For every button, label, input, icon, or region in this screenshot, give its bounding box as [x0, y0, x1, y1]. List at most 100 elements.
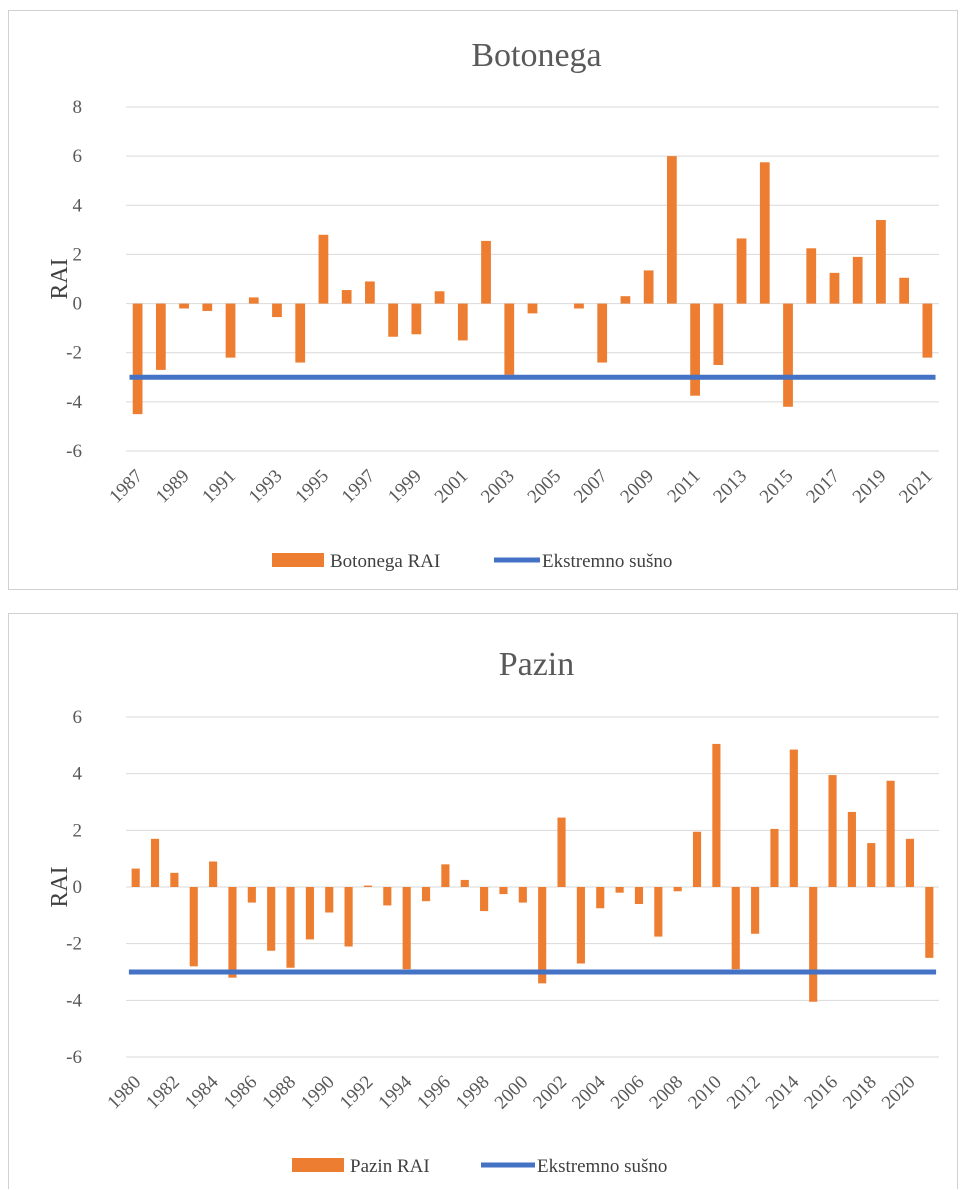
x-tick-label: 2020	[878, 1072, 920, 1114]
chart-title: Botonega	[471, 37, 601, 74]
x-tick-label: 1997	[338, 466, 380, 508]
x-tick-label: 2010	[684, 1072, 726, 1114]
bar-1991	[225, 303, 236, 358]
bar-2020	[899, 277, 910, 304]
bar-2019	[886, 780, 895, 887]
bar-2014	[789, 749, 798, 887]
bar-1993	[272, 303, 282, 318]
y-tick-label: -2	[66, 934, 82, 955]
x-tick-label: 1991	[198, 466, 240, 508]
x-tick-label: 1996	[413, 1072, 455, 1114]
y-tick-label: 6	[73, 707, 83, 728]
bar-1983	[189, 887, 198, 967]
x-tick-label: 1993	[245, 466, 287, 508]
x-tick-label: 1988	[258, 1072, 300, 1114]
bar-1993	[383, 887, 392, 906]
bar-2013	[736, 238, 747, 304]
x-tick-label: 2014	[762, 1071, 804, 1113]
y-tick-label: 2	[73, 820, 83, 841]
x-tick-label: 2002	[529, 1072, 571, 1114]
bar-1999	[411, 303, 422, 335]
botonega-chart-panel: Botonega RAI -6 -4 -2 0 2 4 6 8 1987 1989 1991 1993 19…	[8, 10, 958, 590]
bar-2015	[809, 887, 818, 1002]
x-tick-label: 2015	[756, 466, 798, 508]
x-tick-label: 2011	[663, 466, 704, 507]
bar-2009	[643, 270, 654, 304]
x-tick-label: 1994	[374, 1071, 416, 1113]
bar-2017	[847, 811, 856, 887]
bar-2016	[806, 248, 817, 304]
x-tick-label: 1987	[105, 466, 147, 508]
y-tick-label: 4	[73, 764, 83, 785]
bar-2014	[759, 162, 770, 304]
bar-1987	[132, 303, 143, 415]
bar-2007	[654, 887, 663, 937]
bar-1994	[402, 887, 411, 970]
x-tick-label: 2001	[431, 466, 473, 508]
bar-1998	[388, 303, 399, 337]
bar-1990	[202, 303, 213, 311]
bar-2011	[731, 887, 740, 970]
y-tick-label: -4	[66, 990, 82, 1011]
bar-2008	[673, 887, 682, 892]
legend-line-label: Ekstremno sušno	[537, 1156, 667, 1177]
bar-2004	[596, 887, 605, 909]
bar-2001	[538, 887, 547, 984]
legend-bar-label: Pazin RAI	[350, 1156, 430, 1177]
bar-1997	[460, 879, 469, 887]
x-tick-label: 2007	[570, 466, 612, 508]
bar-1998	[480, 887, 489, 912]
bar-1988	[286, 887, 295, 968]
x-tick-label: 2005	[524, 466, 566, 508]
bar-2018	[852, 256, 863, 304]
bar-2013	[770, 828, 779, 887]
x-tick-label: 2009	[616, 466, 658, 508]
bar-2009	[692, 831, 702, 887]
bar-2002	[481, 240, 491, 304]
y-axis-label: RAI	[47, 258, 73, 299]
bar-2010	[712, 743, 721, 887]
x-tick-label: 2000	[491, 1072, 533, 1114]
x-tick-label: 2004	[568, 1071, 610, 1113]
x-tick-label: 2008	[645, 1072, 687, 1114]
pazin-chart-svg: PazinRAI-6-4-202461980198219841986198819…	[47, 646, 939, 1177]
y-tick-label: 0	[73, 877, 83, 898]
bar-1987	[267, 887, 276, 951]
bar-2012	[751, 887, 760, 934]
x-tick-label: 1999	[384, 466, 426, 508]
bar-2008	[620, 296, 631, 304]
bar-2012	[713, 303, 724, 365]
legend-line-label: Ekstremno sušno	[542, 551, 672, 572]
y-tick-label: 6	[73, 146, 83, 167]
bar-1992	[363, 885, 373, 887]
bar-2007	[597, 303, 608, 363]
bar-2005	[615, 887, 624, 893]
bar-1992	[248, 297, 259, 304]
x-tick-label: 1990	[297, 1072, 339, 1114]
bar-1984	[209, 861, 218, 887]
x-tick-label: 2019	[849, 466, 891, 508]
x-tick-label: 1984	[181, 1071, 223, 1113]
bar-1994	[295, 303, 306, 363]
bar-2018	[867, 843, 876, 887]
x-tick-label: 2013	[709, 466, 751, 508]
x-tick-label: 2006	[607, 1072, 649, 1114]
pazin-chart-panel: Pazin RAI -6 -4 -2 0 2 4 6 1980 1982 1984 1986 1988 19…	[8, 613, 958, 1189]
bar-2021	[925, 887, 934, 958]
x-tick-label: 1998	[452, 1072, 494, 1114]
bar-2021	[922, 303, 933, 358]
bar-1995	[421, 887, 431, 902]
legend-bar-swatch	[292, 1158, 344, 1172]
legend-bar-label: Botonega RAI	[330, 551, 440, 572]
bar-1989	[179, 303, 189, 309]
bar-1990	[325, 887, 334, 913]
y-tick-label: 8	[73, 97, 83, 118]
x-tick-label: 2012	[723, 1072, 765, 1114]
bar-1996	[441, 864, 450, 887]
y-axis-label: RAI	[47, 866, 73, 907]
bar-2003	[504, 303, 515, 375]
bar-1982	[170, 872, 179, 887]
bar-1989	[305, 887, 314, 940]
bar-2001	[457, 303, 468, 341]
